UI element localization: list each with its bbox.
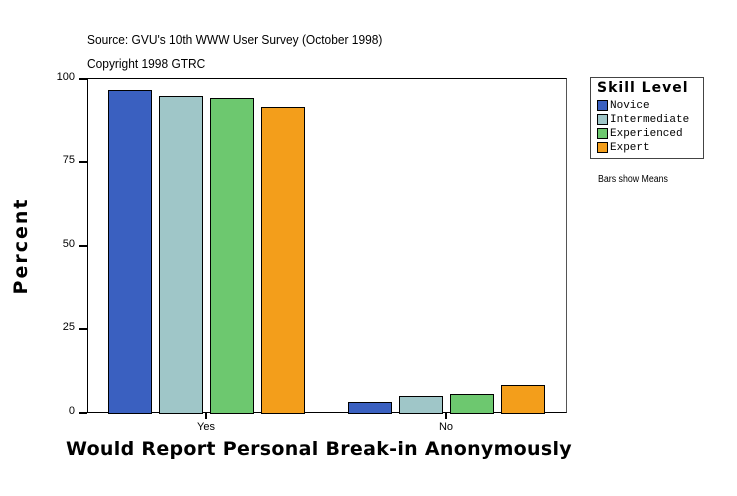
bar-no-novice [348,402,392,414]
legend-swatch [597,142,608,153]
legend-label: Intermediate [610,113,690,126]
bar-no-expert [501,385,545,414]
legend-item-intermediate: Intermediate [597,113,689,126]
bar-no-intermediate [399,396,443,414]
x-tick [445,413,447,419]
bars-show-means-note: Bars show Means [598,174,668,185]
legend-item-novice: Novice [597,99,650,112]
y-tick-label: 100 [56,71,75,83]
x-tick-label-yes: Yes [197,421,215,433]
y-tick [79,245,87,247]
y-tick-label: 25 [62,321,75,333]
x-tick-label-no: No [438,421,454,433]
legend-swatch [597,128,608,139]
bar-no-experienced [450,394,494,414]
legend: Skill Level Novice Intermediate Experien… [590,77,704,159]
bar-yes-experienced [210,98,254,414]
legend-swatch [597,100,608,111]
y-tick [79,328,87,330]
legend-swatch [597,114,608,125]
plot-area [87,78,567,413]
legend-label: Experienced [610,127,683,140]
source-text: Source: GVU's 10th WWW User Survey (Octo… [87,32,383,47]
y-tick [79,78,87,80]
copyright-text: Copyright 1998 GTRC [87,56,206,71]
y-tick [79,161,87,163]
bar-yes-expert [261,107,305,414]
y-tick [79,412,87,414]
legend-label: Expert [610,141,650,154]
x-axis-title: Would Report Personal Break-in Anonymous… [66,438,572,460]
legend-item-expert: Expert [597,141,650,154]
legend-item-experienced: Experienced [597,127,683,140]
x-tick [205,413,207,419]
y-axis-title: Percent [10,197,32,295]
legend-title: Skill Level [597,80,689,96]
bar-yes-novice [108,90,152,414]
y-tick-label: 0 [68,405,75,417]
y-tick-label: 50 [62,238,75,250]
y-tick-label: 75 [62,154,75,166]
bar-yes-intermediate [159,96,203,414]
legend-label: Novice [610,99,650,112]
